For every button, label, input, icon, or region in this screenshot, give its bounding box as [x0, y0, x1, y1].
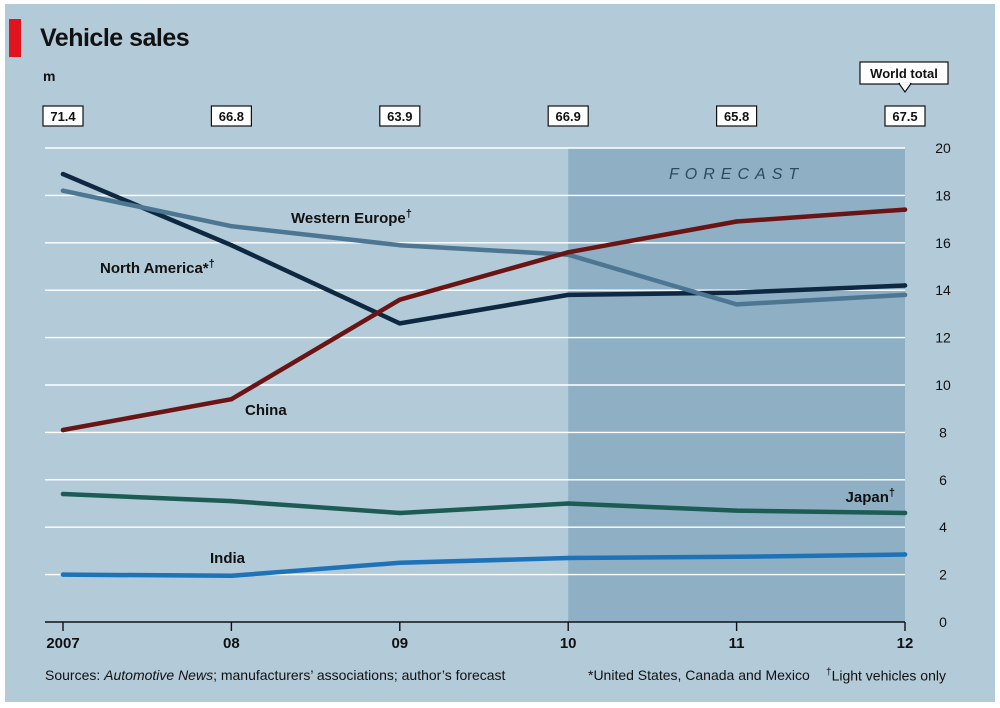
series-line-japan — [60, 491, 908, 516]
point-china-12 — [902, 207, 908, 212]
x-tick-label-11: 11 — [729, 635, 745, 652]
point-western-europe-2007 — [60, 188, 66, 193]
footnote-north-america: *United States, Canada and Mexico — [588, 667, 810, 683]
world-total-value-2007: 71.4 — [50, 109, 76, 124]
series-label-china: China — [245, 402, 287, 419]
y-tick-label-20: 20 — [935, 140, 951, 156]
y-tick-label-10: 10 — [935, 377, 951, 393]
series-label-mark-japan: † — [889, 487, 895, 499]
point-japan-12 — [902, 510, 908, 516]
world-total-callout-pointer — [898, 82, 912, 93]
world-total-value-08: 66.8 — [219, 109, 244, 124]
point-india-09 — [397, 560, 402, 565]
y-tick-label-8: 8 — [939, 424, 947, 440]
point-india-11 — [734, 554, 739, 560]
point-china-08 — [229, 397, 234, 402]
series-label-western-europe: Western Europe† — [291, 208, 412, 227]
world-total-box-12 — [884, 105, 926, 127]
series-line-western-europe — [60, 188, 908, 307]
series-label-north-america: North America*† — [100, 258, 215, 277]
point-japan-11 — [734, 508, 739, 513]
footnote-light-vehicles: †Light vehicles only — [826, 667, 946, 684]
point-china-2007 — [60, 427, 66, 433]
world-total-value-11: 65.8 — [724, 109, 749, 124]
world-total-value-09: 63.9 — [387, 109, 412, 124]
series-line-india — [60, 552, 908, 579]
point-japan-10 — [566, 501, 571, 506]
y-tick-label-0: 0 — [939, 614, 947, 630]
point-north-america-10 — [566, 292, 571, 298]
point-north-america-12 — [902, 283, 908, 288]
series-line-china — [60, 207, 908, 433]
series-line-north-america — [60, 171, 908, 326]
world-total-box-10 — [547, 105, 589, 127]
y-tick-label-16: 16 — [935, 235, 951, 251]
point-western-europe-08 — [229, 224, 234, 229]
point-china-11 — [734, 219, 739, 224]
point-india-10 — [566, 555, 571, 561]
point-western-europe-09 — [397, 242, 402, 248]
y-tick-label-18: 18 — [935, 187, 951, 203]
point-north-america-2007 — [60, 171, 66, 177]
series-label-japan: Japan† — [846, 487, 895, 506]
point-north-america-08 — [229, 242, 234, 248]
point-japan-08 — [229, 498, 234, 504]
x-tick-label-12: 12 — [897, 635, 914, 652]
x-tick-label-2007: 2007 — [46, 635, 79, 652]
point-japan-09 — [397, 510, 402, 516]
world-total-value-12: 67.5 — [892, 109, 917, 124]
point-china-09 — [397, 297, 402, 302]
x-tick-label-08: 08 — [223, 635, 240, 652]
series-label-india: India — [210, 550, 246, 567]
y-tick-label-12: 12 — [935, 330, 951, 346]
point-western-europe-12 — [902, 292, 908, 298]
sources-note: Sources: Automotive News; manufacturers’… — [45, 667, 506, 683]
point-india-2007 — [60, 572, 66, 577]
y-tick-label-14: 14 — [935, 282, 951, 298]
forecast-label: FORECAST — [669, 166, 804, 183]
point-china-10 — [566, 250, 571, 255]
world-total-box-2007 — [42, 105, 84, 127]
x-tick-label-09: 09 — [391, 635, 408, 652]
world-total-box-11 — [715, 105, 758, 127]
point-north-america-09 — [397, 321, 402, 326]
world-total-value-10: 66.9 — [556, 109, 581, 124]
point-india-12 — [902, 552, 908, 557]
x-tick-label-10: 10 — [560, 635, 577, 652]
world-total-box-08 — [210, 105, 252, 127]
world-total-label: World total — [870, 66, 938, 81]
y-tick-label-6: 6 — [939, 472, 947, 488]
y-tick-label-2: 2 — [939, 567, 947, 583]
series-label-mark-north-america: † — [209, 258, 215, 270]
brand-tag — [9, 19, 21, 57]
y-tick-label-4: 4 — [939, 519, 947, 535]
unit-label: m — [43, 68, 56, 84]
point-india-08 — [229, 573, 234, 578]
chart-title: Vehicle sales — [40, 24, 190, 52]
point-japan-2007 — [60, 491, 66, 497]
point-north-america-11 — [734, 290, 739, 295]
point-western-europe-11 — [734, 302, 739, 307]
series-label-mark-western-europe: † — [406, 208, 412, 220]
world-total-box-09 — [379, 105, 421, 127]
